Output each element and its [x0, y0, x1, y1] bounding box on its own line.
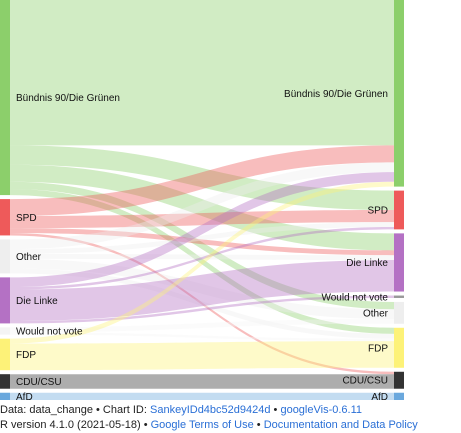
footer-line-2: R version 4.1.0 (2021-05-18) • Google Te… [0, 419, 461, 432]
sankey-link-L_other-R_fdp[interactable] [10, 268, 394, 339]
sankey-node-L_wnv[interactable] [0, 327, 10, 335]
sankey-label-L_afd: AfD [16, 392, 33, 400]
chart-id-link[interactable]: SankeyIDd4bc52d9424d [150, 404, 271, 416]
sankey-label-L_linke: Die Linke [16, 296, 58, 307]
footer-separator: • [270, 404, 281, 416]
sankey-link-L_gruene-R_fdp[interactable] [10, 189, 394, 334]
sankey-node-L_fdp[interactable] [0, 338, 10, 371]
sankey-label-R_cdu: CDU/CSU [342, 376, 388, 387]
sankey-label-L_other: Other [16, 252, 42, 263]
sankey-link-L_gruene-R_gruene[interactable] [10, 0, 394, 146]
sankey-labels: Bündnis 90/Die Grünen SPD Other Die Linke Wo… [16, 89, 389, 400]
sankey-label-L_cdu: CDU/CSU [16, 377, 62, 388]
googlevis-version-link[interactable]: googleVis-0.6.11 [280, 404, 362, 416]
sankey-label-R_linke: Die Linke [346, 258, 388, 269]
sankey-node-L_linke[interactable] [0, 277, 10, 324]
sankey-link-L_spd-R_gruene[interactable] [10, 145, 394, 217]
data-policy-link[interactable]: Documentation and Data Policy [263, 419, 418, 431]
sankey-link-L_other-R_gruene[interactable] [10, 162, 394, 250]
sankey-nodes [0, 0, 404, 400]
sankey-link-L_fdp-R_gruene[interactable] [10, 181, 394, 344]
sankey-link-L_cdu-R_cdu[interactable] [10, 374, 394, 389]
sankey-node-R_cdu[interactable] [394, 371, 404, 389]
sankey-label-L_spd: SPD [16, 213, 37, 224]
sankey-link-L_linke-R_gruene[interactable] [10, 172, 394, 288]
sankey-link-L_spd-R_cdu[interactable] [10, 233, 394, 375]
sankey-link-L_other-R_linke[interactable] [10, 253, 394, 261]
sankey-label-R_afd: AfD [371, 392, 388, 400]
sankey-link-L_afd-R_afd[interactable] [10, 392, 394, 400]
sankey-label-L_fdp: FDP [16, 350, 36, 361]
footer-separator: • [253, 419, 264, 431]
sankey-label-L_wnv: Would not vote [16, 327, 83, 338]
footer-line-1: Data: data_change • Chart ID: SankeyIDd4… [0, 404, 461, 417]
sankey-node-R_afd[interactable] [394, 392, 404, 400]
sankey-link-L_spd-R_spd[interactable] [10, 209, 394, 229]
sankey-node-L_gruene[interactable] [0, 0, 10, 196]
sankey-node-R_linke[interactable] [394, 233, 404, 292]
sankey-link-L_wnv-R_fdp[interactable] [10, 332, 394, 342]
sankey-label-R_gruene: Bündnis 90/Die Grünen [284, 89, 388, 100]
sankey-label-L_gruene: Bündnis 90/Die Grünen [16, 93, 120, 104]
google-terms-link[interactable]: Google Terms of Use [150, 419, 254, 431]
sankey-node-L_other[interactable] [0, 239, 10, 274]
sankey-label-R_spd: SPD [367, 205, 388, 216]
sankey-node-R_gruene[interactable] [394, 0, 404, 187]
sankey-node-R_fdp[interactable] [394, 327, 404, 368]
sankey-link-L_spd-R_linke[interactable] [10, 228, 394, 256]
footer-data-label: Data: data_change • Chart ID: [0, 404, 150, 416]
sankey-link-L_other-R_spd[interactable] [10, 222, 394, 254]
sankey-node-R_wnv[interactable] [394, 295, 404, 298]
sankey-node-L_cdu[interactable] [0, 374, 10, 389]
sankey-link-L_linke-R_linke[interactable] [10, 260, 394, 321]
sankey-link-L_gruene-R_other[interactable] [10, 181, 394, 310]
sankey-node-L_spd[interactable] [0, 199, 10, 236]
sankey-node-L_afd[interactable] [0, 392, 10, 400]
sankey-links [10, 0, 394, 400]
sankey-node-R_other[interactable] [394, 301, 404, 324]
sankey-link-L_gruene-R_linke[interactable] [10, 164, 394, 251]
r-version-text: R version 4.1.0 (2021-05-18) • [0, 419, 151, 431]
sankey-chart: Bündnis 90/Die Grünen SPD Other Die Linke Wo… [0, 0, 404, 400]
sankey-link-L_other-R_other[interactable] [10, 258, 394, 319]
sankey-label-R_wnv: Would not vote [321, 292, 388, 303]
sankey-link-L_wnv-R_other[interactable] [10, 318, 394, 333]
sankey-link-L_linke-R_wnv[interactable] [10, 295, 394, 324]
sankey-node-R_spd[interactable] [394, 190, 404, 230]
sankey-label-R_fdp: FDP [368, 343, 388, 354]
sankey-label-R_other: Other [363, 308, 389, 319]
sankey-link-L_linke-R_spd[interactable] [10, 226, 394, 290]
sankey-link-L_fdp-R_fdp[interactable] [10, 341, 394, 371]
sankey-link-L_gruene-R_spd[interactable] [10, 145, 394, 210]
